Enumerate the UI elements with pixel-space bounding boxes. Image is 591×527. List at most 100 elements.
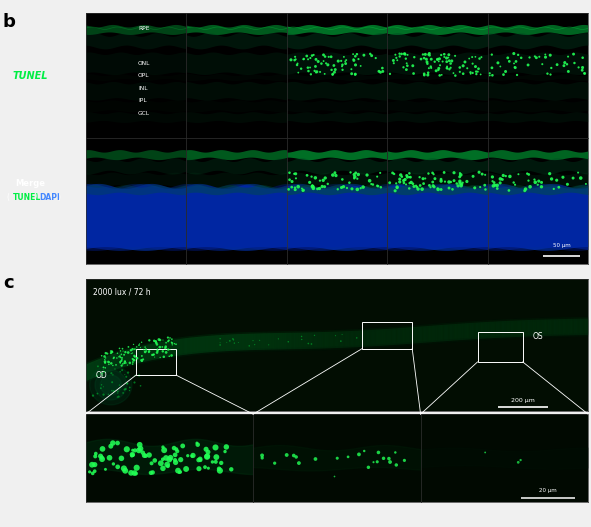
Point [293,60,302,68]
Point [352,334,362,342]
Point [455,179,465,188]
Point [161,343,170,351]
Point [114,393,124,401]
Point [215,466,225,475]
Point [129,356,139,364]
Point [105,454,114,462]
Point [97,380,106,389]
Point [449,169,459,177]
Point [525,182,535,191]
Point [455,63,465,72]
Point [341,60,350,68]
Point [130,372,139,380]
Point [337,183,346,192]
Point [101,354,111,362]
Point [538,60,547,69]
Point [111,365,120,373]
Point [449,69,458,77]
Point [578,63,587,72]
Point [365,177,374,185]
Point [152,348,162,357]
Point [453,182,463,190]
Point [291,174,301,182]
Point [475,54,484,63]
Point [530,175,539,184]
Point [128,358,138,366]
Point [420,174,430,183]
Point [287,183,297,191]
Point [352,50,362,58]
Point [158,443,168,451]
Point [391,448,400,457]
Point [333,57,343,65]
Point [402,65,411,74]
Point [305,178,314,187]
Point [450,52,460,60]
Point [391,51,400,59]
Point [447,57,456,65]
Point [211,443,220,452]
Point [115,367,125,376]
Text: IPL: IPL [138,99,147,103]
Point [122,445,132,453]
Point [104,360,113,368]
Point [470,53,480,61]
Point [88,392,98,400]
Bar [136,349,176,375]
Point [546,70,556,79]
Point [403,51,413,59]
Point [93,389,102,398]
Point [163,337,173,346]
Point [442,64,452,72]
Point [456,171,466,179]
Point [428,178,437,186]
Point [401,180,411,189]
Point [392,183,402,192]
Point [155,343,164,352]
Point [152,340,162,349]
Text: 20 μm: 20 μm [539,487,557,493]
Point [505,172,515,181]
Point [400,456,409,465]
Point [160,446,169,454]
Point [415,181,425,190]
Point [287,177,297,186]
Point [100,465,110,474]
Point [248,336,258,345]
Point [130,345,139,354]
Point [115,352,125,360]
Point [569,50,578,58]
Point [303,171,312,180]
Text: (: ( [7,193,10,202]
Point [489,178,499,187]
Point [193,441,203,449]
Text: OPL: OPL [138,73,150,78]
Point [128,355,137,363]
Point [434,57,443,66]
Point [181,465,191,473]
Point [324,53,333,61]
Point [330,68,339,76]
Text: Merge: Merge [15,179,45,188]
Point [444,184,454,192]
Point [459,70,468,78]
Point [99,368,108,376]
Point [319,57,329,65]
Point [348,184,357,193]
Point [196,455,205,463]
Point [449,177,459,185]
Point [118,366,127,374]
Point [309,51,319,59]
Point [126,346,136,355]
Point [399,177,408,185]
Point [155,336,165,344]
Text: /: / [35,193,38,202]
Point [433,184,442,193]
Bar [478,332,522,362]
Point [533,180,543,189]
Point [411,181,421,190]
Point [117,354,126,362]
Point [171,458,180,467]
Point [130,446,139,455]
Point [368,180,378,189]
